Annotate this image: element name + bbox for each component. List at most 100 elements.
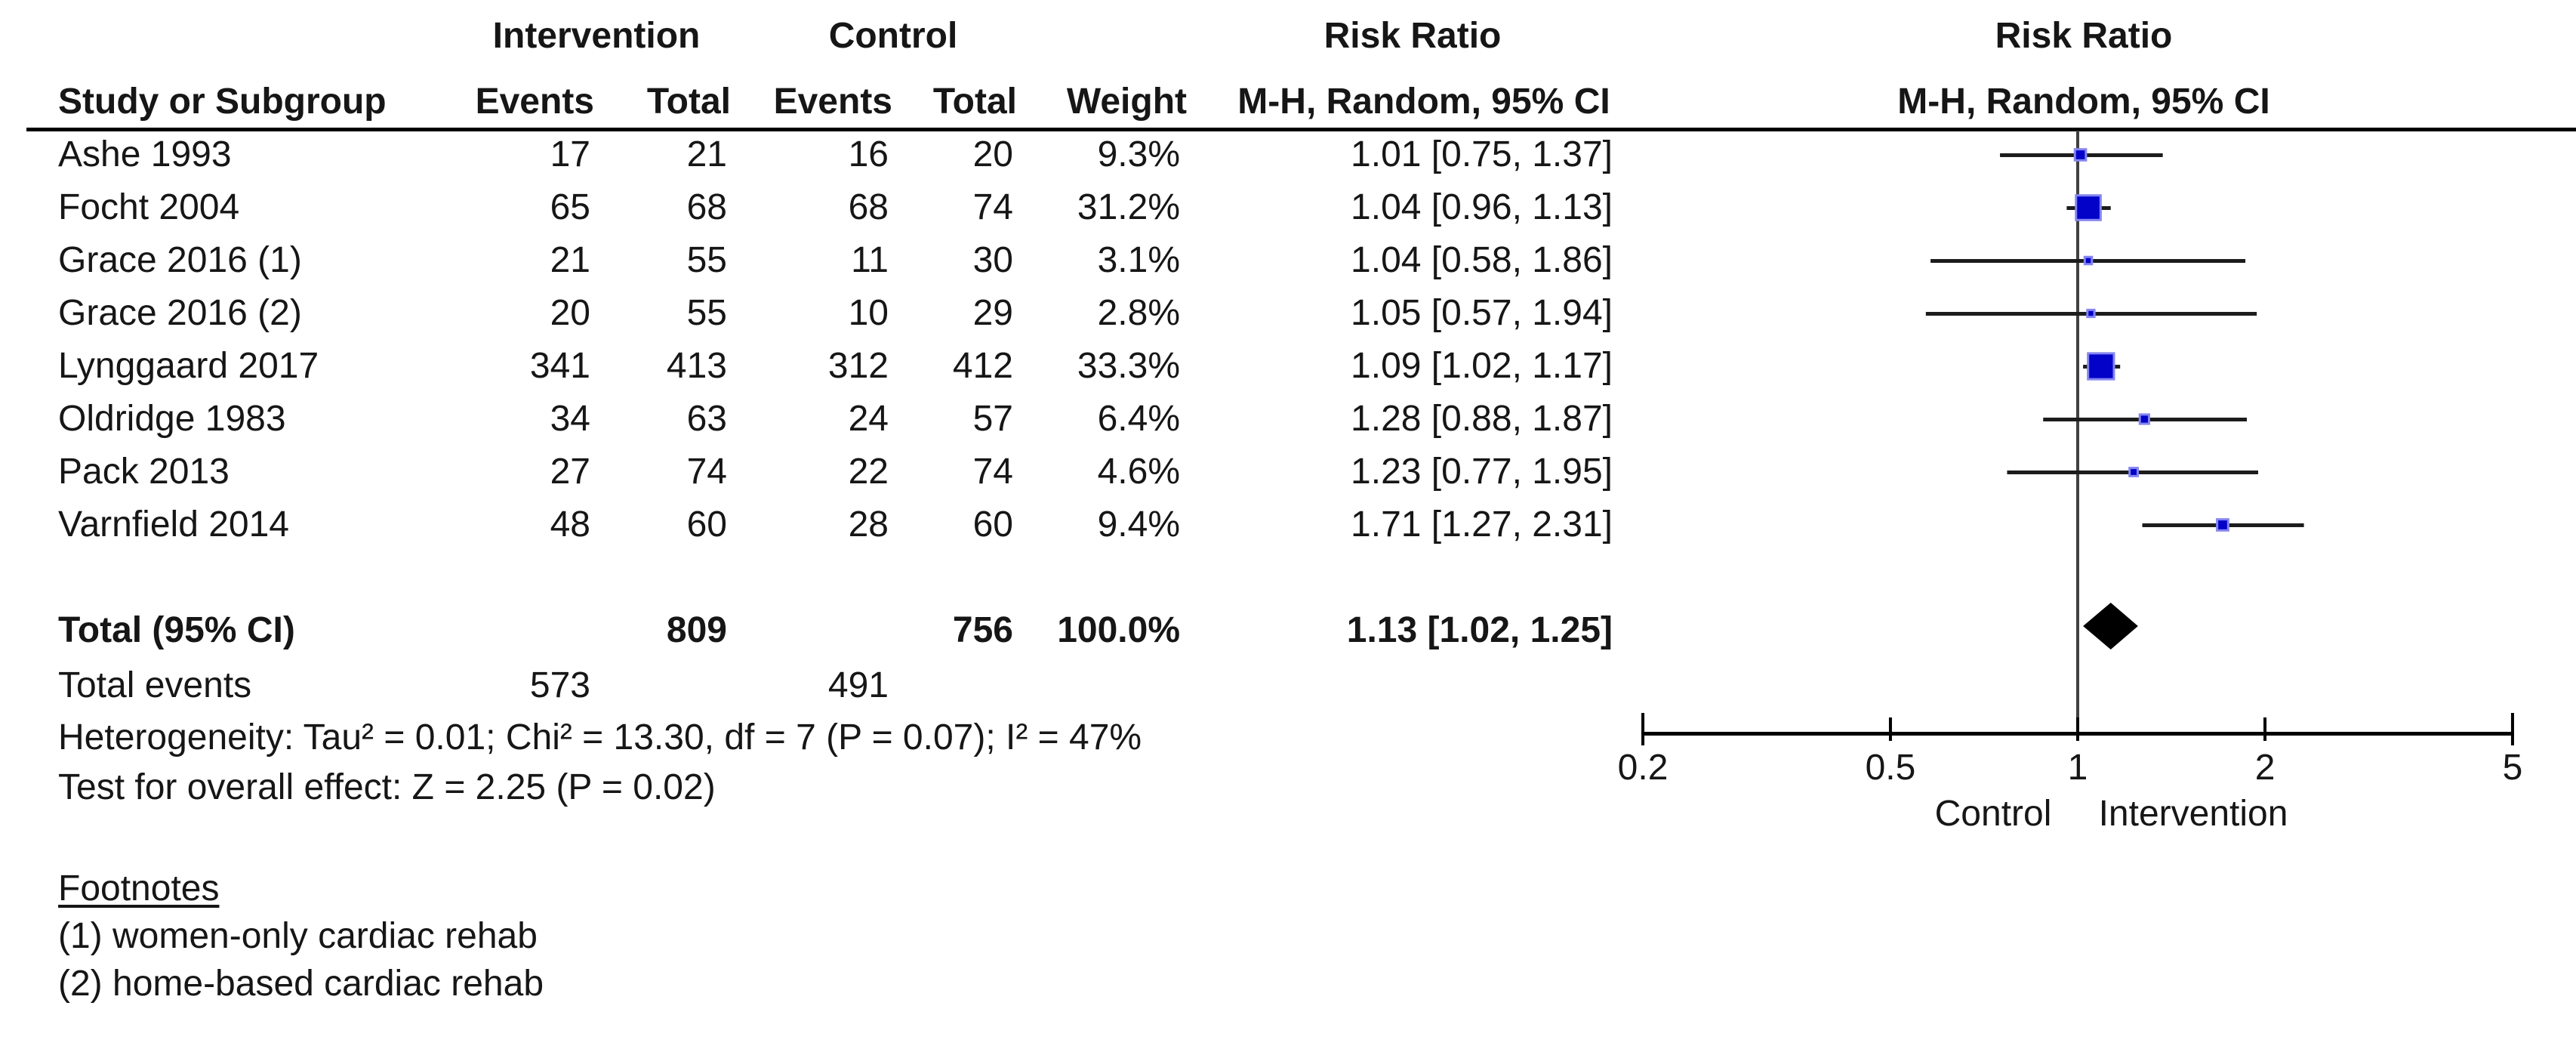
x-axis-tick-label: 1: [2067, 748, 2088, 788]
total-intervention: 809: [666, 610, 727, 650]
study-name: Lynggaard 2017: [58, 346, 319, 386]
cell-risk-ratio-ci: 1.04 [0.58, 1.86]: [1351, 240, 1613, 280]
cell-total-intervention: 55: [686, 240, 727, 280]
cell-weight: 9.3%: [1097, 134, 1180, 174]
effect-marker: [2138, 413, 2150, 425]
cell-weight: 2.8%: [1097, 293, 1180, 333]
cell-events-control: 22: [848, 452, 889, 492]
x-axis-tick-label: 0.2: [1617, 748, 1669, 788]
cell-events-control: 28: [848, 504, 889, 545]
footnote-2: (2) home-based cardiac rehab: [58, 964, 544, 1004]
total-risk-ratio-ci: 1.13 [1.02, 1.25]: [1346, 610, 1613, 650]
cell-events-control: 68: [848, 187, 889, 227]
x-axis-tick: [2263, 717, 2267, 741]
x-axis-tick: [1641, 713, 1645, 745]
column-group-risk-ratio-text: Risk Ratio: [1323, 16, 1502, 56]
cell-risk-ratio-ci: 1.05 [0.57, 1.94]: [1351, 293, 1613, 333]
cell-weight: 3.1%: [1097, 240, 1180, 280]
cell-risk-ratio-ci: 1.09 [1.02, 1.17]: [1351, 346, 1613, 386]
group-header-control: Control: [828, 16, 958, 56]
x-axis-tick: [2510, 713, 2514, 745]
cell-events-intervention: 17: [550, 134, 590, 174]
plot-header-mh-random-ci: M-H, Random, 95% CI: [1897, 82, 2270, 122]
heterogeneity-stats: Heterogeneity: Tau² = 0.01; Chi² = 13.30…: [58, 717, 1142, 757]
study-name: Grace 2016 (1): [58, 240, 302, 280]
cell-weight: 4.6%: [1097, 452, 1180, 492]
cell-events-intervention: 34: [550, 399, 590, 439]
footnote-1: (1) women-only cardiac rehab: [58, 916, 538, 956]
total-row-label: Total (95% CI): [58, 610, 295, 650]
cell-total-control: 60: [972, 504, 1013, 545]
effect-marker: [2083, 255, 2094, 266]
axis-label-control: Control: [1934, 794, 2052, 834]
cell-risk-ratio-ci: 1.04 [0.96, 1.13]: [1351, 187, 1613, 227]
cell-risk-ratio-ci: 1.71 [1.27, 2.31]: [1351, 504, 1613, 545]
footnotes-title: Footnotes: [58, 869, 220, 909]
cell-events-control: 24: [848, 399, 889, 439]
cell-weight: 9.4%: [1097, 504, 1180, 545]
cell-total-intervention: 63: [686, 399, 727, 439]
col-header-total-intervention: Total: [646, 82, 731, 122]
col-header-weight: Weight: [1066, 82, 1187, 122]
cell-total-control: 74: [972, 452, 1013, 492]
cell-events-control: 11: [851, 240, 889, 280]
cell-total-control: 74: [972, 187, 1013, 227]
no-effect-line: [2076, 131, 2079, 733]
total-events-control: 491: [827, 665, 889, 705]
total-events-label: Total events: [58, 665, 252, 705]
effect-marker: [2128, 467, 2139, 477]
cell-total-control: 20: [972, 134, 1013, 174]
cell-total-intervention: 60: [686, 504, 727, 545]
x-axis-tick-label: 5: [2502, 748, 2523, 788]
cell-weight: 6.4%: [1097, 399, 1180, 439]
total-weight: 100.0%: [1057, 610, 1180, 650]
study-name: Oldridge 1983: [58, 399, 286, 439]
header-rule: [26, 128, 2576, 131]
cell-weight: 31.2%: [1077, 187, 1180, 227]
effect-marker: [2086, 308, 2096, 319]
col-header-events-control: Events: [773, 82, 892, 122]
total-control: 756: [952, 610, 1013, 650]
cell-weight: 33.3%: [1077, 346, 1180, 386]
plot-header-risk-ratio: Risk Ratio: [1995, 16, 2173, 56]
study-name: Ashe 1993: [58, 134, 232, 174]
study-name: Grace 2016 (2): [58, 293, 302, 333]
study-name: Focht 2004: [58, 187, 240, 227]
cell-events-intervention: 21: [550, 240, 590, 280]
study-name: Varnfield 2014: [58, 504, 289, 545]
cell-total-intervention: 68: [686, 187, 727, 227]
cell-total-control: 57: [972, 399, 1013, 439]
x-axis-tick: [2076, 717, 2079, 741]
x-axis-tick-label: 2: [2254, 748, 2276, 788]
overall-effect-stats: Test for overall effect: Z = 2.25 (P = 0…: [58, 767, 716, 807]
x-axis-tick: [1888, 717, 1892, 741]
effect-marker: [2073, 148, 2088, 162]
cell-total-intervention: 413: [666, 346, 727, 386]
col-header-total-control: Total: [932, 82, 1017, 122]
cell-total-control: 30: [972, 240, 1013, 280]
cell-events-intervention: 48: [550, 504, 590, 545]
cell-risk-ratio-ci: 1.23 [0.77, 1.95]: [1351, 452, 1613, 492]
x-axis-tick-label: 0.5: [1865, 748, 1916, 788]
cell-total-intervention: 74: [686, 452, 727, 492]
cell-total-intervention: 55: [686, 293, 727, 333]
cell-events-intervention: 27: [550, 452, 590, 492]
cell-risk-ratio-ci: 1.01 [0.75, 1.37]: [1351, 134, 1613, 174]
cell-events-intervention: 20: [550, 293, 590, 333]
total-diamond: [2083, 603, 2138, 649]
effect-marker: [2216, 518, 2229, 532]
group-header-intervention: Intervention: [492, 16, 701, 56]
effect-marker: [2075, 194, 2102, 221]
cell-total-control: 29: [972, 293, 1013, 333]
total-events-intervention: 573: [529, 665, 590, 705]
cell-events-intervention: 341: [529, 346, 590, 386]
cell-total-intervention: 21: [686, 134, 727, 174]
effect-marker: [2087, 352, 2115, 381]
col-header-mh-random-ci-text: M-H, Random, 95% CI: [1237, 82, 1610, 122]
col-header-events-intervention: Events: [475, 82, 594, 122]
cell-total-control: 412: [952, 346, 1013, 386]
cell-events-control: 312: [827, 346, 889, 386]
study-name: Pack 2013: [58, 452, 230, 492]
col-header-study: Study or Subgroup: [58, 82, 387, 122]
cell-events-control: 16: [848, 134, 889, 174]
